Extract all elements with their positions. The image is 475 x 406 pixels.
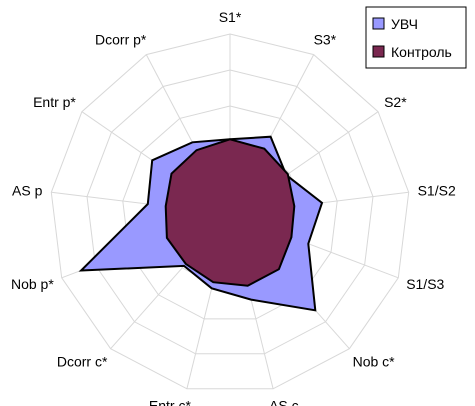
axis-label: Nob c*: [353, 354, 396, 370]
axis-label: S3*: [314, 32, 337, 48]
axis-label: Dcorr c*: [57, 354, 108, 370]
legend: УВЧ Контроль: [365, 6, 467, 69]
axis-label: S1/S3: [406, 276, 444, 292]
legend-label-control: Контроль: [391, 44, 452, 60]
axis-label: Nob p*: [11, 276, 54, 292]
axis-label: AS p: [12, 182, 43, 198]
grid-ring: [86, 69, 374, 355]
legend-label-uvch: УВЧ: [391, 16, 418, 32]
axis-label: Entr c*: [149, 397, 192, 406]
legend-swatch-uvch: [372, 17, 385, 30]
series-area-1: [164, 138, 296, 287]
axis-label: Entr p*: [33, 94, 76, 110]
axis-label: Dcorr p*: [95, 32, 147, 48]
axis-label: S2*: [384, 94, 407, 110]
axis-label: S1/S2: [418, 182, 456, 198]
axis-label: AS c: [269, 397, 299, 406]
radar-series: [78, 135, 324, 312]
legend-frame: [365, 6, 467, 69]
grid-ring: [50, 33, 410, 390]
legend-swatch-control: [372, 45, 385, 58]
axis-label: S1*: [219, 9, 242, 25]
grid-ring: [122, 105, 338, 320]
axis-labels: S1* S3* S2* S1/S2 S1/S3 Nob c* AS c Entr c* Dcor…: [11, 9, 456, 406]
